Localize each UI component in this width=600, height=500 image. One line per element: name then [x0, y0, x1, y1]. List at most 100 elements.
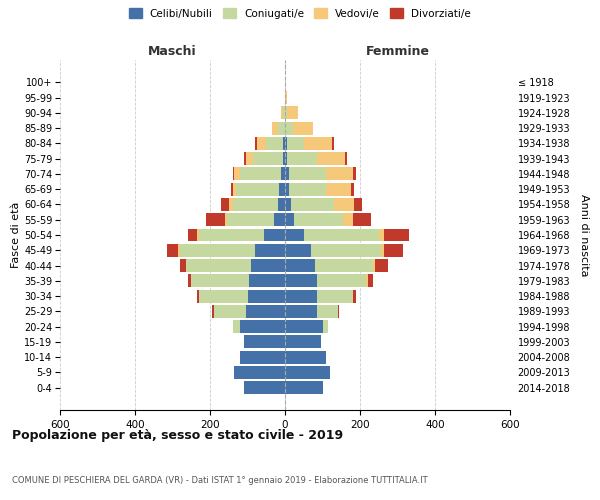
Bar [233, 320, 240, 333]
Bar [236, 182, 280, 196]
Bar [280, 182, 285, 196]
Legend: Celibi/Nubili, Coniugati/e, Vedovi/e, Divorziati/e: Celibi/Nubili, Coniugati/e, Vedovi/e, Di… [126, 5, 474, 21]
Bar [285, 244, 311, 256]
Bar [274, 214, 285, 226]
Bar [233, 198, 277, 211]
Bar [285, 168, 289, 180]
Y-axis label: Anni di nascita: Anni di nascita [579, 194, 589, 276]
Bar [326, 168, 353, 180]
Bar [353, 214, 371, 226]
Bar [373, 259, 375, 272]
Bar [191, 274, 250, 287]
Bar [285, 366, 330, 379]
Bar [379, 228, 385, 241]
Bar [343, 214, 353, 226]
Bar [281, 106, 283, 120]
Bar [235, 168, 240, 180]
Bar [332, 137, 334, 150]
Bar [206, 214, 225, 226]
Bar [317, 305, 337, 318]
Bar [199, 228, 265, 241]
Bar [380, 244, 385, 256]
Bar [233, 168, 235, 180]
Bar [385, 228, 409, 241]
Bar [185, 259, 251, 272]
Bar [255, 137, 257, 150]
Bar [285, 198, 290, 211]
Bar [285, 214, 295, 226]
Bar [277, 198, 285, 211]
Bar [257, 137, 266, 150]
Bar [180, 259, 185, 272]
Bar [197, 228, 199, 241]
Bar [285, 350, 326, 364]
Bar [317, 290, 353, 302]
Text: Popolazione per età, sesso e stato civile - 2019: Popolazione per età, sesso e stato civil… [12, 430, 343, 442]
Bar [365, 274, 367, 287]
Bar [227, 214, 274, 226]
Bar [285, 259, 315, 272]
Bar [317, 152, 345, 165]
Bar [353, 168, 356, 180]
Bar [214, 305, 245, 318]
Bar [367, 274, 373, 287]
Bar [199, 290, 248, 302]
Bar [187, 228, 197, 241]
Bar [289, 182, 326, 196]
Text: COMUNE DI PESCHIERA DEL GARDA (VR) - Dati ISTAT 1° gennaio 2019 - Elaborazione T: COMUNE DI PESCHIERA DEL GARDA (VR) - Dat… [12, 476, 428, 485]
Bar [285, 320, 323, 333]
Bar [285, 381, 323, 394]
Y-axis label: Fasce di età: Fasce di età [11, 202, 21, 268]
Bar [323, 320, 328, 333]
Bar [285, 228, 304, 241]
Bar [244, 152, 245, 165]
Bar [285, 91, 287, 104]
Bar [240, 320, 285, 333]
Bar [221, 198, 229, 211]
Bar [293, 122, 313, 134]
Bar [187, 274, 191, 287]
Bar [212, 305, 214, 318]
Bar [240, 168, 281, 180]
Bar [285, 152, 287, 165]
Bar [253, 152, 283, 165]
Bar [266, 137, 283, 150]
Bar [353, 290, 356, 302]
Bar [375, 259, 388, 272]
Bar [334, 198, 355, 211]
Bar [167, 244, 178, 256]
Text: Maschi: Maschi [148, 45, 197, 58]
Bar [235, 366, 285, 379]
Bar [337, 305, 340, 318]
Bar [385, 244, 403, 256]
Bar [245, 305, 285, 318]
Bar [285, 290, 317, 302]
Bar [285, 305, 317, 318]
Bar [233, 182, 236, 196]
Bar [285, 137, 287, 150]
Bar [289, 168, 326, 180]
Bar [295, 214, 343, 226]
Bar [251, 259, 285, 272]
Bar [229, 198, 233, 211]
Bar [178, 244, 180, 256]
Bar [283, 106, 285, 120]
Bar [265, 228, 285, 241]
Bar [248, 290, 285, 302]
Bar [245, 152, 253, 165]
Bar [255, 244, 285, 256]
Bar [304, 137, 332, 150]
Bar [326, 182, 350, 196]
Bar [225, 214, 227, 226]
Bar [285, 106, 287, 120]
Bar [277, 122, 285, 134]
Bar [290, 198, 334, 211]
Bar [311, 244, 380, 256]
Bar [317, 274, 365, 287]
Bar [283, 137, 285, 150]
Bar [244, 336, 285, 348]
Bar [315, 259, 373, 272]
Bar [285, 274, 317, 287]
Bar [281, 168, 285, 180]
Bar [287, 152, 317, 165]
